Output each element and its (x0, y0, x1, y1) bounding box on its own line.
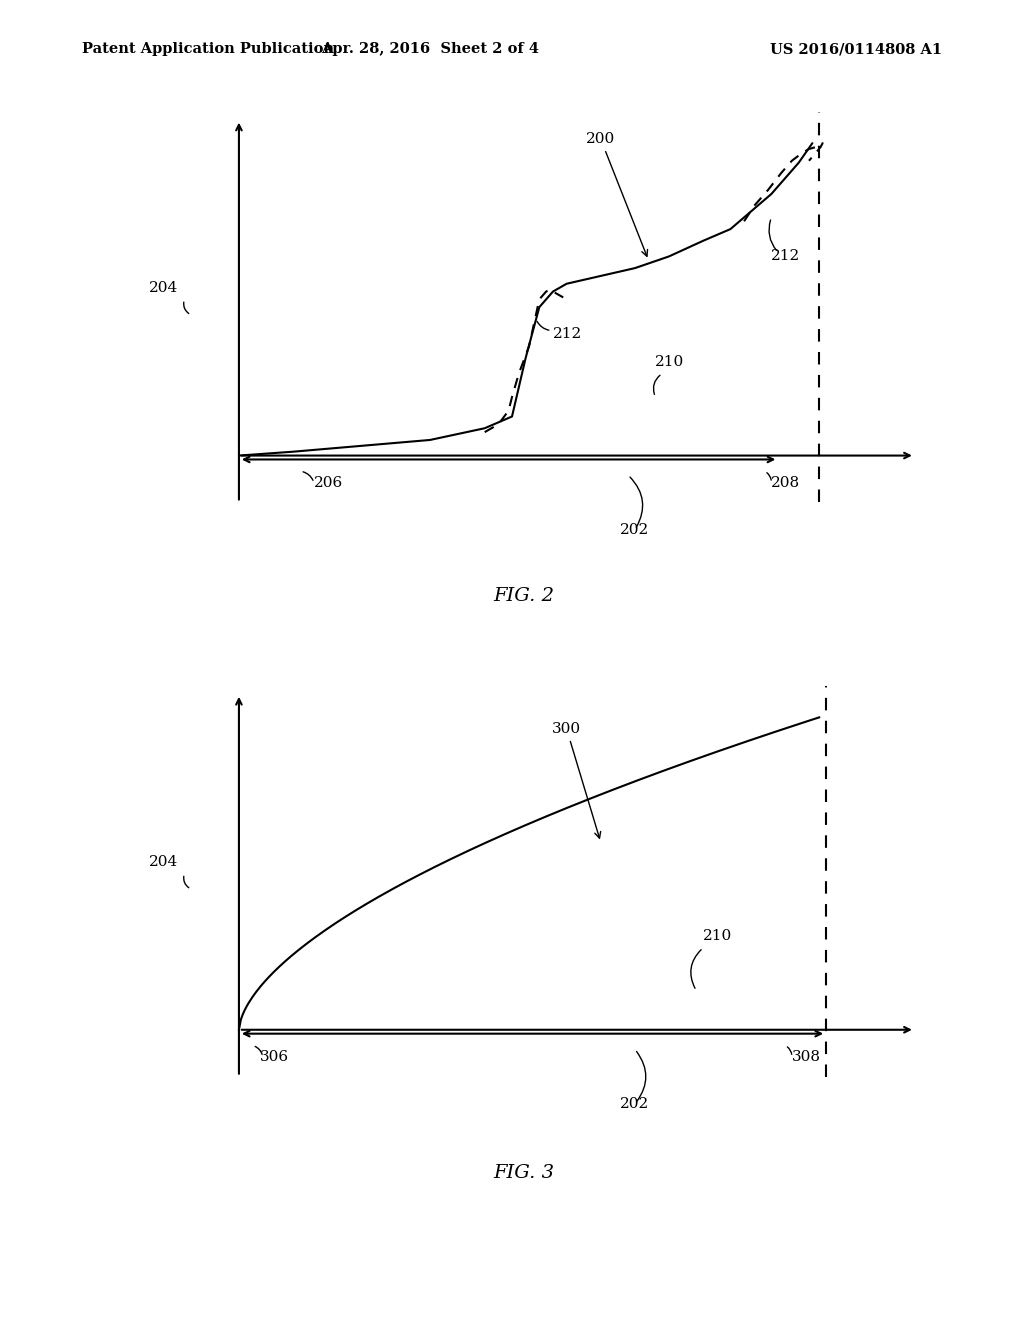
Text: 204: 204 (150, 281, 178, 294)
Text: FIG. 2: FIG. 2 (494, 587, 555, 606)
Text: Patent Application Publication: Patent Application Publication (82, 42, 334, 57)
Text: 202: 202 (621, 523, 649, 537)
Text: 210: 210 (655, 355, 685, 368)
Text: FIG. 3: FIG. 3 (494, 1164, 555, 1183)
Text: 208: 208 (771, 475, 801, 490)
Text: 204: 204 (150, 855, 178, 869)
Text: Apr. 28, 2016  Sheet 2 of 4: Apr. 28, 2016 Sheet 2 of 4 (322, 42, 539, 57)
Text: 210: 210 (703, 929, 732, 942)
Text: 206: 206 (314, 475, 343, 490)
Text: 300: 300 (552, 722, 601, 838)
Text: 202: 202 (621, 1097, 649, 1111)
Text: 212: 212 (553, 327, 583, 342)
Text: 308: 308 (792, 1049, 821, 1064)
Text: US 2016/0114808 A1: US 2016/0114808 A1 (770, 42, 942, 57)
Text: 306: 306 (259, 1049, 289, 1064)
Text: 200: 200 (586, 132, 647, 256)
Text: 212: 212 (771, 249, 801, 263)
